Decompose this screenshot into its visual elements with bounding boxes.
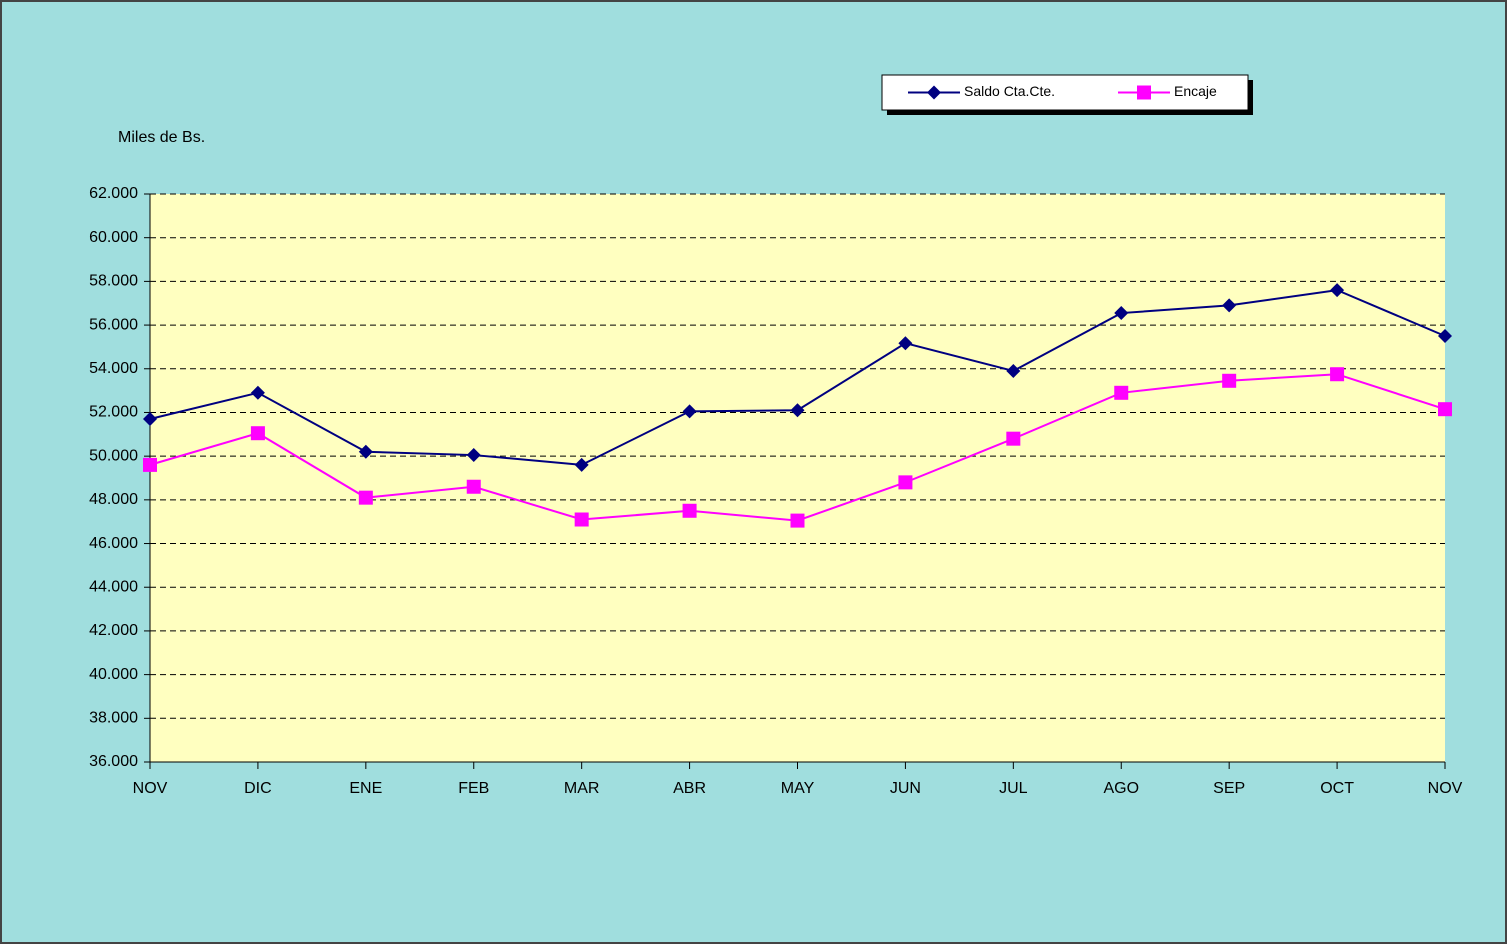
data-point [790,403,805,418]
y-tick-label: 44.000 [89,578,138,595]
y-tick-label: 36.000 [89,753,138,770]
data-point [466,479,481,494]
legend-marker [1137,85,1151,100]
x-tick-label: JUN [890,780,921,797]
data-point [898,475,913,490]
data-point [358,444,373,459]
data-point [1114,306,1129,321]
data-point [1330,367,1345,382]
data-point [1006,431,1021,446]
y-tick-label: 48.000 [89,491,138,508]
x-tick-label: NOV [133,780,168,797]
x-tick-label: NOV [1428,780,1463,797]
y-tick-label: 40.000 [89,666,138,683]
y-tick-label: 54.000 [89,360,138,377]
legend-marker [927,85,941,100]
x-tick-label: FEB [458,780,489,797]
x-tick-label: DIC [244,780,272,797]
legend-label: Encaje [1174,83,1217,99]
x-tick-label: AGO [1103,780,1139,797]
data-point [250,426,265,441]
data-point [1114,385,1129,400]
data-point [1222,373,1237,388]
data-point [790,513,805,528]
x-tick-label: ENE [349,780,382,797]
x-tick-label: MAR [564,780,600,797]
data-point [358,490,373,505]
y-tick-label: 58.000 [89,273,138,290]
y-tick-label: 42.000 [89,622,138,639]
data-point [466,448,481,463]
x-tick-label: ABR [673,780,706,797]
data-point [1222,298,1237,313]
x-tick-label: MAY [781,780,815,797]
plot-area [150,194,1445,762]
y-axis-label: Miles de Bs. [118,129,205,146]
y-tick-label: 46.000 [89,535,138,552]
data-point [1330,283,1345,298]
legend-label: Saldo Cta.Cte. [964,83,1055,99]
data-point [574,457,589,472]
y-tick-label: 38.000 [89,710,138,727]
y-tick-label: 50.000 [89,447,138,464]
x-tick-label: OCT [1320,780,1354,797]
x-tick-label: JUL [999,780,1028,797]
data-point [143,457,157,472]
data-point [250,385,265,400]
data-point [682,404,697,419]
data-point [1438,329,1452,343]
data-point [574,512,589,527]
x-tick-label: SEP [1213,780,1245,797]
y-tick-label: 62.000 [89,185,138,202]
data-point [143,412,157,427]
data-point [898,336,913,351]
y-tick-label: 52.000 [89,404,138,421]
y-tick-label: 60.000 [89,229,138,246]
data-point [682,503,697,518]
data-point [1438,402,1452,417]
data-point [1006,363,1021,378]
y-tick-label: 56.000 [89,316,138,333]
